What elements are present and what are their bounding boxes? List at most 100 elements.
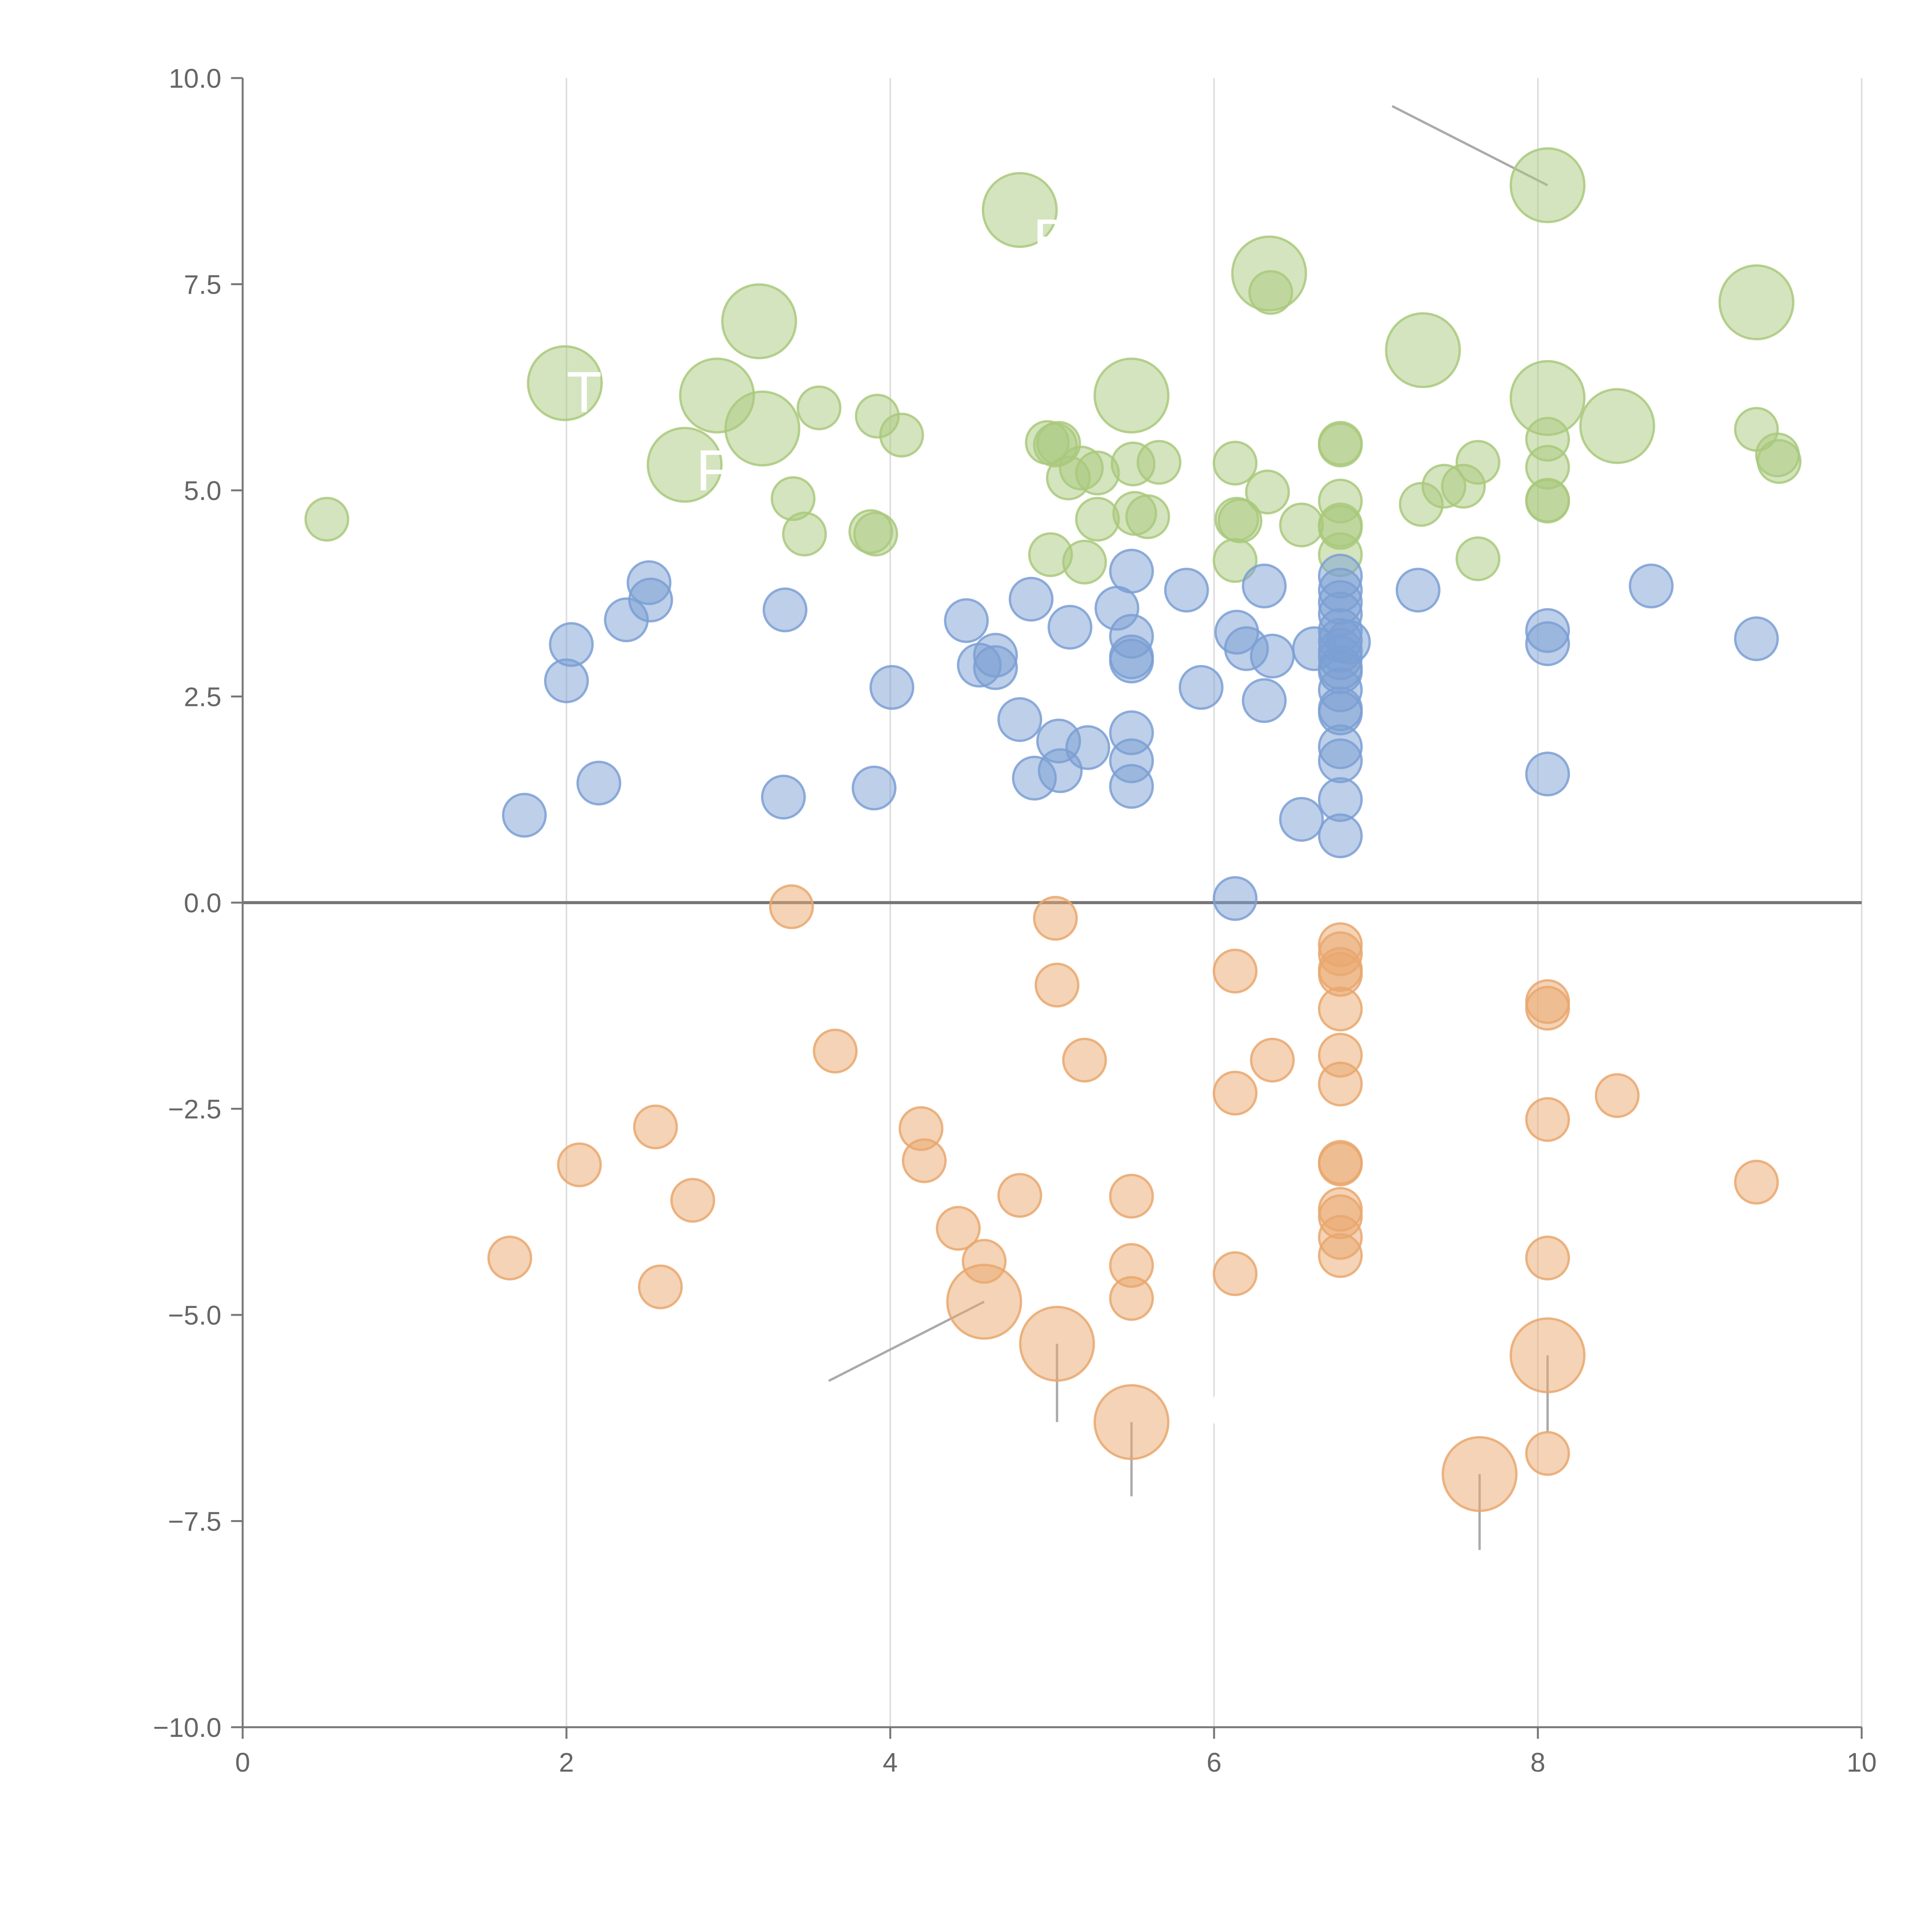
orange-bubble (1094, 1384, 1170, 1460)
green-bubble (1245, 469, 1290, 515)
blue-bubble (1213, 876, 1258, 921)
orange-bubble (487, 1235, 532, 1281)
blue-bubble (761, 774, 806, 820)
green-bubble (1318, 421, 1363, 466)
y-tick-label: −10.0 (153, 1713, 221, 1743)
blue-bubble (1065, 725, 1111, 770)
orange-bubble (1525, 986, 1570, 1031)
green-bubble (724, 390, 801, 467)
axes-layer: 0 2 4 6 8 10 10.0 7.5 5.0 2.5 0.0 −2.5 −5.0 −7.5 −10.0 (153, 63, 1877, 1777)
orange-bubble (1019, 1306, 1095, 1382)
y-tick-label: 5.0 (184, 476, 221, 506)
blue-bubble (1242, 678, 1287, 723)
green-bubble (1455, 536, 1500, 582)
blue-bubble (1109, 638, 1154, 684)
y-tick-label: −2.5 (168, 1094, 221, 1124)
green-bubble (1509, 147, 1586, 223)
blue-bubble (1395, 568, 1440, 613)
blue-bubble (1009, 577, 1054, 622)
y-tick-label: −5.0 (168, 1300, 221, 1330)
orange-bubble (557, 1142, 602, 1187)
blue-bubble (1326, 619, 1371, 665)
orange-bubble (1250, 1037, 1295, 1083)
green-bubble (1525, 478, 1570, 524)
green-bubble (1075, 497, 1120, 542)
orange-bubble (638, 1264, 683, 1310)
orange-bubble (769, 884, 814, 929)
orange-bubble (1062, 1037, 1107, 1083)
orange-bubble (1595, 1073, 1640, 1118)
y-tick-label: −7.5 (168, 1507, 221, 1537)
orange-bubble (1213, 949, 1258, 994)
x-tick-label: 4 (883, 1747, 898, 1777)
green-bubble (1455, 440, 1500, 485)
orange-bubble (1109, 1173, 1154, 1219)
x-tick-label: 6 (1207, 1747, 1222, 1777)
orange-bubble (997, 1173, 1043, 1218)
y-tick-label: 0.0 (184, 888, 221, 918)
green-bubble (1125, 494, 1170, 539)
orange-bubble (670, 1178, 715, 1223)
x-tick-label: 10 (1847, 1747, 1877, 1777)
y-tick-label: 10.0 (169, 63, 221, 94)
blue-bubble (628, 577, 673, 622)
blue-bubble (1525, 752, 1570, 797)
bubble-label: B (1033, 207, 1071, 272)
blue-bubble (1048, 605, 1093, 650)
green-bubble (1718, 264, 1794, 340)
blue-bubble (576, 760, 621, 806)
orange-bubble (1213, 1251, 1258, 1296)
green-bubble (782, 512, 827, 557)
blue-bubble (1242, 563, 1287, 609)
point-labels-layer: T F B NG (566, 207, 1252, 1442)
y-tick-label: 7.5 (184, 270, 221, 300)
blue-bubble (1629, 563, 1674, 609)
green-bubble (879, 413, 924, 458)
blue-bubble (997, 697, 1043, 742)
blue-bubble (1318, 738, 1363, 783)
green-bubble (1218, 498, 1263, 543)
blue-bubble (502, 793, 547, 838)
green-bubble (527, 345, 603, 421)
green-bubble (721, 283, 797, 359)
orange-bubble (1318, 1061, 1363, 1107)
blue-bubble (762, 587, 808, 633)
orange-bubble (935, 1206, 981, 1251)
bubble-label: NG (1165, 1378, 1252, 1443)
blue-bubble (1109, 549, 1154, 594)
orange-bubble (1441, 1436, 1518, 1512)
blue-bubble (1525, 621, 1570, 666)
green-bubble (304, 497, 349, 542)
orange-bubble (901, 1138, 947, 1183)
y-tick-label: 2.5 (184, 682, 221, 712)
blue-bubble (1179, 665, 1224, 710)
green-bubble (796, 385, 842, 430)
blue-bubble (1279, 797, 1324, 842)
green-bubble (1231, 235, 1307, 312)
green-bubble (1062, 539, 1107, 585)
green-bubble (853, 512, 898, 557)
bubble-label: T (566, 359, 602, 424)
orange-bubble (1525, 1235, 1570, 1281)
blue-bubble (944, 598, 989, 643)
orange-bubble (1525, 1097, 1570, 1142)
green-bubble (1136, 440, 1182, 485)
orange-bubble (633, 1104, 678, 1150)
orange-bubble (1033, 896, 1078, 941)
blue-bubble (1318, 813, 1363, 859)
points-layer (304, 147, 1802, 1512)
green-bubble (646, 427, 723, 503)
orange-bubble (1109, 1276, 1154, 1321)
blue-bubble (1734, 616, 1779, 662)
blue-bubble (1109, 764, 1154, 809)
blue-bubble (852, 765, 897, 811)
blue-bubble (549, 622, 594, 667)
green-bubble (981, 172, 1058, 248)
orange-bubble (1525, 1431, 1570, 1476)
green-bubble (1213, 440, 1258, 486)
orange-bubble (813, 1029, 858, 1074)
x-tick-label: 0 (235, 1747, 250, 1777)
green-bubble (1757, 439, 1802, 484)
